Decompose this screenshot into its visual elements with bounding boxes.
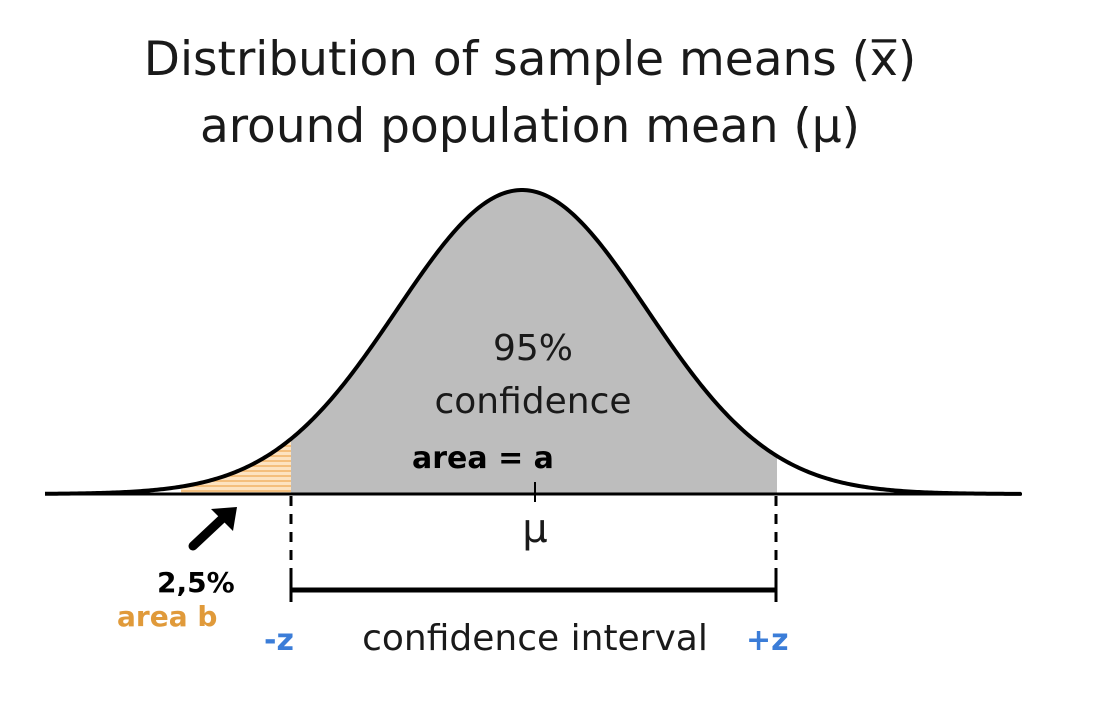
bell-curve	[44, 188, 1021, 496]
plus-z-label: +z	[746, 623, 789, 658]
area-b-label: area b	[117, 600, 217, 633]
title-line-2: around population mean (μ)	[199, 99, 861, 154]
center-percent-label: 95%	[493, 328, 573, 369]
minus-z-label: -z	[264, 623, 294, 658]
area-a-label: area = a	[412, 441, 554, 476]
diagram-title: Distribution of sample means (x̅) around…	[0, 26, 1060, 160]
arrow-up-right-icon	[188, 507, 237, 551]
center-confidence-label: confidence	[434, 381, 631, 422]
confidence-area	[291, 190, 777, 494]
tail-percent-label: 2,5%	[157, 566, 235, 599]
title-line-1: Distribution of sample means (x̅)	[143, 32, 917, 87]
left-tail-area	[181, 438, 291, 494]
mu-label: μ	[522, 506, 547, 552]
confidence-interval-label: confidence interval	[362, 618, 708, 659]
